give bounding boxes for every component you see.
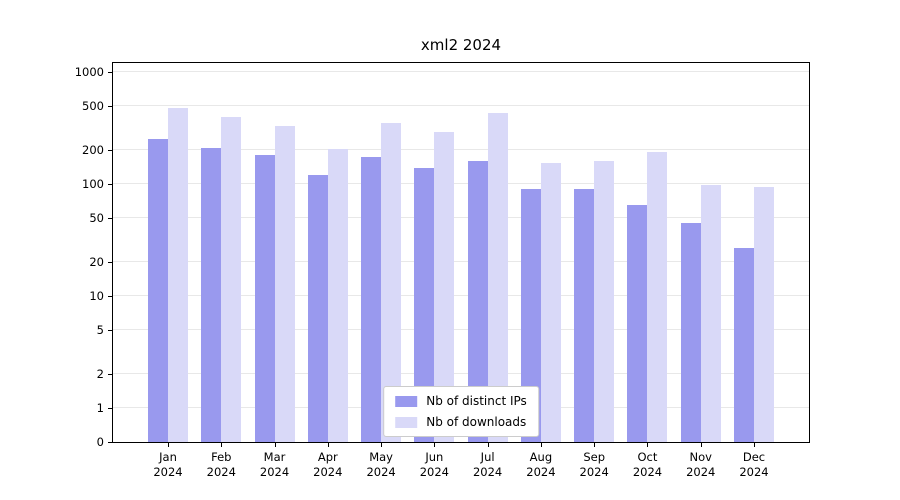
bar-downloads-oct (647, 151, 668, 442)
bar-downloads-nov (700, 184, 721, 442)
bar-ips-dec (734, 247, 754, 442)
y-tick-200 (108, 150, 112, 152)
y-tick-label-1: 1 (96, 401, 104, 415)
x-tick-label-oct: Oct 2024 (632, 450, 663, 479)
x-tick-label-jul: Jul 2024 (472, 450, 503, 479)
y-tick-label-1000: 1000 (74, 65, 104, 79)
bar-downloads-sep (594, 161, 615, 442)
plot-area: Nb of distinct IPs Nb of downloads (112, 62, 810, 443)
gridline-100 (113, 183, 809, 184)
legend-swatch-downloads (395, 416, 418, 428)
gridline-1000 (113, 71, 809, 72)
y-tick-label-5: 5 (96, 322, 104, 337)
y-tick-label-10: 10 (89, 289, 104, 303)
x-tick-label-sep: Sep 2024 (579, 450, 609, 479)
y-tick-label-100: 100 (82, 177, 104, 191)
legend-swatch-distinct-ips (395, 395, 418, 407)
y-tick-label-500: 500 (82, 98, 104, 113)
gridline-200 (113, 149, 809, 151)
x-tick-label-jan: Jan 2024 (153, 450, 183, 479)
y-tick-1000 (108, 72, 112, 73)
y-tick-100 (108, 184, 112, 185)
gridline-20 (113, 261, 809, 263)
y-tick-50 (108, 217, 112, 219)
bar-ips-mar (254, 155, 275, 442)
bar-ips-feb (201, 147, 222, 442)
gridline-50 (113, 216, 809, 218)
y-tick-2 (108, 374, 112, 376)
bar-ips-oct (627, 204, 648, 442)
gridline-5 (113, 328, 809, 330)
bar-downloads-mar (274, 125, 295, 442)
bar-downloads-jul (487, 113, 508, 442)
y-tick-1 (108, 408, 112, 409)
bar-downloads-aug (540, 162, 561, 442)
legend-item-distinct-ips: Nb of distinct IPs (395, 394, 527, 408)
bar-ips-jul (467, 161, 488, 442)
bar-ips-jun (414, 167, 435, 442)
x-tick-nov (700, 443, 702, 447)
bar-downloads-apr (327, 149, 348, 442)
legend-label-downloads: Nb of downloads (426, 415, 527, 429)
y-tick-label-50: 50 (89, 210, 104, 225)
x-tick-jan (168, 443, 169, 447)
x-tick-label-may: May 2024 (366, 450, 396, 479)
y-tick-20 (108, 262, 112, 264)
bar-ips-aug (520, 189, 541, 442)
x-tick-label-apr: Apr 2024 (313, 450, 343, 479)
bar-ips-nov (680, 222, 701, 442)
x-tick-aug (540, 443, 542, 447)
y-tick-5 (108, 329, 112, 331)
x-tick-apr (327, 443, 329, 447)
bar-downloads-jun (434, 132, 455, 442)
bar-ips-apr (307, 175, 328, 442)
x-tick-jul (487, 443, 489, 447)
x-tick-oct (647, 443, 649, 447)
gridline-2 (113, 373, 809, 375)
x-tick-label-jun: Jun 2024 (419, 450, 449, 479)
bar-ips-jan (148, 139, 168, 442)
y-tick-label-0: 0 (96, 435, 104, 449)
y-tick-label-200: 200 (82, 143, 104, 158)
gridline-500 (113, 104, 809, 106)
y-tick-500 (108, 105, 112, 107)
bar-downloads-may (381, 123, 402, 442)
y-tick-0 (108, 442, 112, 443)
x-tick-sep (594, 443, 596, 447)
chart-title: xml2 2024 (420, 36, 502, 54)
x-tick-label-feb: Feb 2024 (206, 450, 236, 479)
x-tick-feb (221, 443, 223, 447)
bar-downloads-dec (754, 186, 774, 442)
x-tick-jun (434, 443, 436, 447)
x-tick-mar (274, 443, 276, 447)
x-tick-label-dec: Dec 2024 (739, 450, 769, 479)
legend-label-distinct-ips: Nb of distinct IPs (426, 394, 527, 408)
x-tick-dec (754, 443, 755, 447)
bar-ips-sep (574, 189, 595, 442)
x-tick-label-mar: Mar 2024 (259, 450, 290, 479)
y-tick-10 (108, 296, 112, 297)
bar-downloads-jan (168, 107, 188, 442)
bar-ips-may (361, 156, 382, 442)
legend: Nb of distinct IPs Nb of downloads (383, 386, 539, 437)
x-tick-may (381, 443, 383, 447)
y-tick-label-20: 20 (89, 255, 104, 270)
y-tick-label-2: 2 (96, 367, 104, 382)
x-tick-label-aug: Aug 2024 (526, 450, 556, 479)
gridline-10 (113, 295, 809, 296)
legend-item-downloads: Nb of downloads (395, 415, 527, 429)
x-tick-label-nov: Nov 2024 (686, 450, 716, 479)
bar-downloads-feb (221, 116, 242, 442)
